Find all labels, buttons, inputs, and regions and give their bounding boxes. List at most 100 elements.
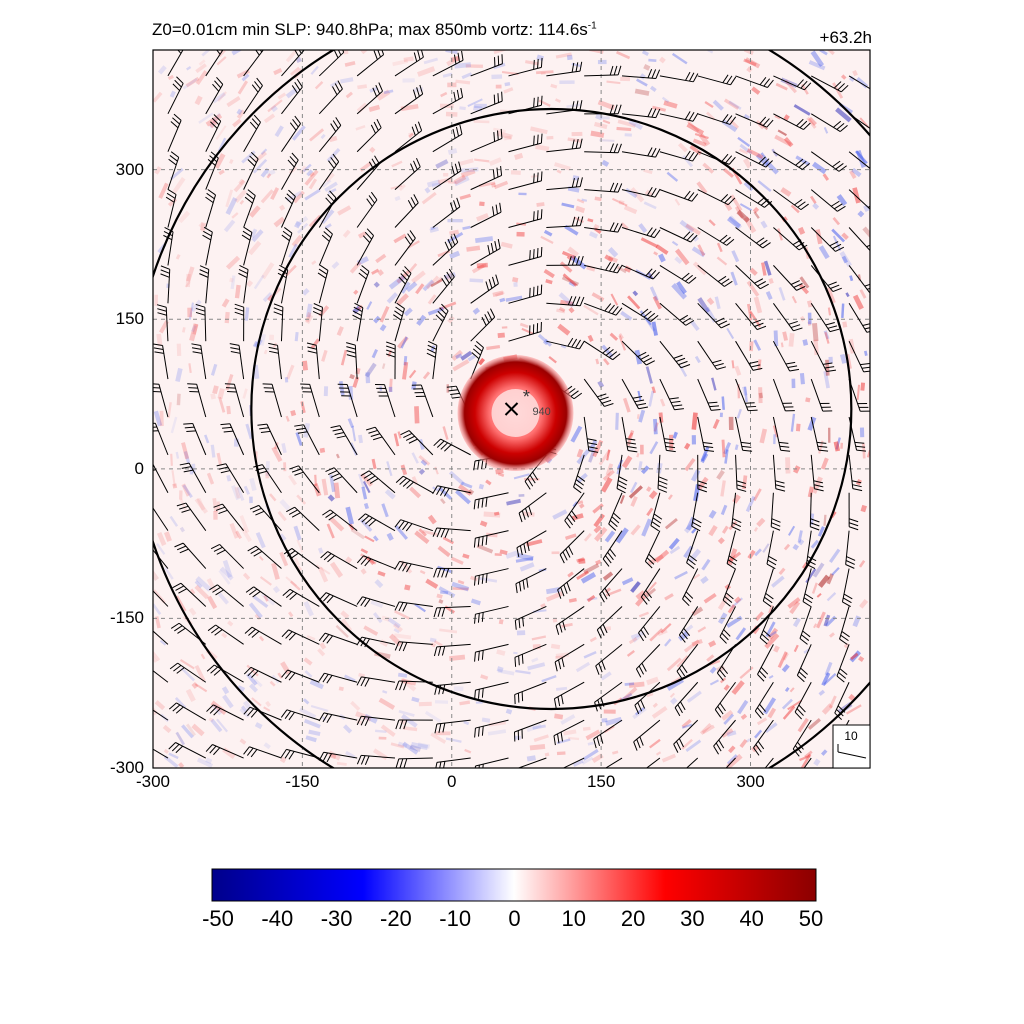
vorticity-streak bbox=[845, 292, 850, 298]
vorticity-streak bbox=[587, 334, 594, 342]
vorticity-streak bbox=[156, 542, 166, 555]
vorticity-streak bbox=[451, 349, 463, 361]
vorticity-streak bbox=[516, 552, 534, 562]
vorticity-streak bbox=[187, 307, 193, 318]
wind-barb bbox=[650, 492, 663, 532]
vorticity-streak bbox=[453, 686, 464, 692]
vorticity-streak bbox=[638, 409, 646, 423]
vorticity-streak bbox=[237, 685, 246, 692]
vorticity-streak bbox=[480, 674, 489, 680]
vorticity-streak bbox=[558, 292, 575, 308]
wind-barb bbox=[375, 384, 396, 418]
wind-barb bbox=[385, 341, 396, 380]
vorticity-streak bbox=[702, 162, 715, 174]
vorticity-streak bbox=[488, 157, 502, 167]
vorticity-streak bbox=[618, 333, 624, 340]
vorticity-streak bbox=[442, 536, 455, 545]
vorticity-streak bbox=[501, 326, 508, 329]
vorticity-streak bbox=[728, 100, 742, 111]
vorticity-streak bbox=[731, 250, 740, 263]
vorticity-streak bbox=[360, 548, 369, 554]
wind-barb bbox=[659, 189, 699, 202]
vorticity-streak bbox=[475, 701, 483, 704]
vorticity-streak bbox=[791, 378, 796, 389]
wind-barb bbox=[735, 151, 773, 168]
wind-barb bbox=[356, 555, 396, 570]
vorticity-streak bbox=[630, 524, 641, 536]
wind-barb bbox=[238, 264, 249, 304]
vorticity-streak bbox=[605, 716, 623, 726]
vorticity-streak bbox=[479, 577, 498, 583]
vorticity-streak bbox=[758, 392, 764, 399]
wind-barb bbox=[515, 568, 547, 594]
wind-barb bbox=[300, 383, 320, 418]
wind-barb bbox=[621, 264, 660, 280]
vorticity-streak bbox=[169, 515, 179, 527]
wind-barb bbox=[685, 757, 699, 768]
vorticity-streak bbox=[638, 611, 649, 618]
wind-barb bbox=[848, 75, 870, 90]
vorticity-streak bbox=[518, 493, 525, 497]
vorticity-streak bbox=[724, 202, 733, 212]
vorticity-streak bbox=[208, 717, 214, 722]
vorticity-streak bbox=[615, 527, 629, 544]
vorticity-streak bbox=[652, 105, 667, 112]
vorticity-streak bbox=[362, 480, 371, 494]
vorticity-streak bbox=[700, 575, 709, 584]
vorticity-streak bbox=[760, 220, 768, 229]
vorticity-streak bbox=[841, 255, 848, 264]
wind-barb bbox=[697, 189, 736, 206]
vorticity-streak bbox=[858, 559, 866, 568]
vorticity-streak bbox=[632, 706, 647, 720]
vorticity-streak bbox=[301, 287, 310, 296]
vorticity-streak bbox=[234, 189, 248, 204]
vorticity-streak bbox=[618, 200, 625, 206]
wind-barb bbox=[719, 606, 737, 644]
vorticity-streak bbox=[669, 692, 675, 698]
wind-barb bbox=[716, 644, 736, 681]
vorticity-streak bbox=[799, 754, 811, 762]
vorticity-streak bbox=[862, 226, 870, 240]
vorticity-streak bbox=[778, 567, 786, 575]
wind-barb bbox=[735, 302, 767, 331]
vorticity-streak bbox=[217, 91, 227, 102]
vorticity-streak bbox=[692, 234, 700, 242]
vorticity-streak bbox=[562, 273, 578, 287]
vorticity-streak bbox=[852, 187, 861, 204]
vorticity-streak bbox=[852, 294, 864, 310]
y-tick-label: 300 bbox=[115, 159, 144, 179]
vorticity-streak bbox=[652, 295, 662, 310]
wind-barb bbox=[394, 560, 433, 573]
vorticity-streak bbox=[154, 616, 161, 629]
vorticity-streak bbox=[361, 486, 368, 500]
vorticity-streak bbox=[348, 386, 354, 400]
vorticity-streak bbox=[636, 78, 648, 87]
vorticity-streak bbox=[198, 221, 205, 229]
vorticity-streak bbox=[175, 254, 181, 260]
vorticity-streak bbox=[832, 216, 841, 226]
vorticity-streak bbox=[249, 496, 253, 504]
vorticity-streak bbox=[612, 750, 619, 755]
wind-barb bbox=[470, 239, 501, 266]
vorticity-streak bbox=[370, 600, 384, 608]
colorbar-tick-label: -10 bbox=[439, 906, 472, 931]
wind-barb bbox=[394, 601, 433, 612]
wind-barb bbox=[170, 622, 207, 645]
wind-barb bbox=[602, 530, 623, 567]
vorticity-streak bbox=[554, 713, 564, 720]
wind-barb bbox=[810, 454, 824, 492]
vorticity-streak bbox=[230, 275, 236, 290]
vorticity-streak bbox=[783, 136, 794, 148]
wind-barb bbox=[764, 757, 774, 768]
wind-barb bbox=[356, 155, 380, 190]
vorticity-streak bbox=[646, 676, 659, 686]
vorticity-streak bbox=[863, 204, 870, 213]
vorticity-streak bbox=[376, 89, 391, 101]
vorticity-streak bbox=[564, 224, 579, 236]
vorticity-streak bbox=[668, 537, 680, 550]
wind-barb bbox=[356, 596, 396, 608]
wind-barb bbox=[183, 422, 207, 456]
vorticity-streak bbox=[400, 678, 417, 686]
vorticity-streak bbox=[153, 410, 163, 427]
